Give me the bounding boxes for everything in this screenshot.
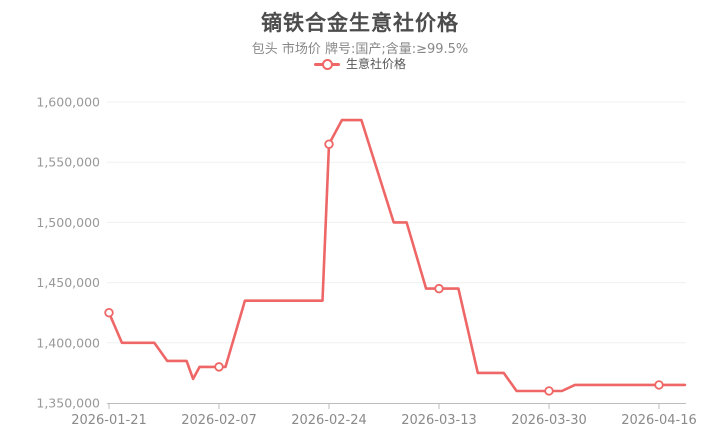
y-axis-label: 1,500,000: [36, 215, 100, 230]
x-axis-label: 2026-03-30: [511, 413, 587, 428]
data-point-marker[interactable]: [544, 386, 554, 396]
y-axis-label: 1,450,000: [36, 275, 100, 290]
x-axis-label: 2026-04-16: [621, 413, 697, 428]
line-series-marker-icon: [313, 58, 340, 71]
legend-item[interactable]: 生意社价格: [313, 56, 407, 71]
chart-title: 镝铁合金生意社价格: [261, 11, 459, 35]
y-axis-label: 1,350,000: [36, 396, 100, 411]
data-point-marker[interactable]: [104, 308, 114, 318]
x-axis-label: 2026-02-07: [181, 413, 257, 428]
legend-circle-icon: [321, 58, 333, 70]
data-point-marker[interactable]: [654, 380, 664, 390]
legend-label: 生意社价格: [345, 56, 407, 71]
y-axis-label: 1,600,000: [36, 95, 100, 110]
x-axis-label: 2026-03-13: [401, 413, 477, 428]
data-point-marker[interactable]: [214, 362, 224, 372]
price-line: [107, 118, 687, 393]
y-axis-label: 1,550,000: [36, 155, 100, 170]
x-axis-label: 2026-01-21: [71, 413, 147, 428]
x-axis-label: 2026-02-24: [291, 413, 367, 428]
chart-subtitle: 包头 市场价 牌号:国产;含量:≥99.5%: [251, 42, 469, 57]
data-point-marker[interactable]: [324, 139, 334, 149]
data-point-marker[interactable]: [434, 283, 444, 294]
y-axis-label: 1,400,000: [36, 335, 100, 350]
